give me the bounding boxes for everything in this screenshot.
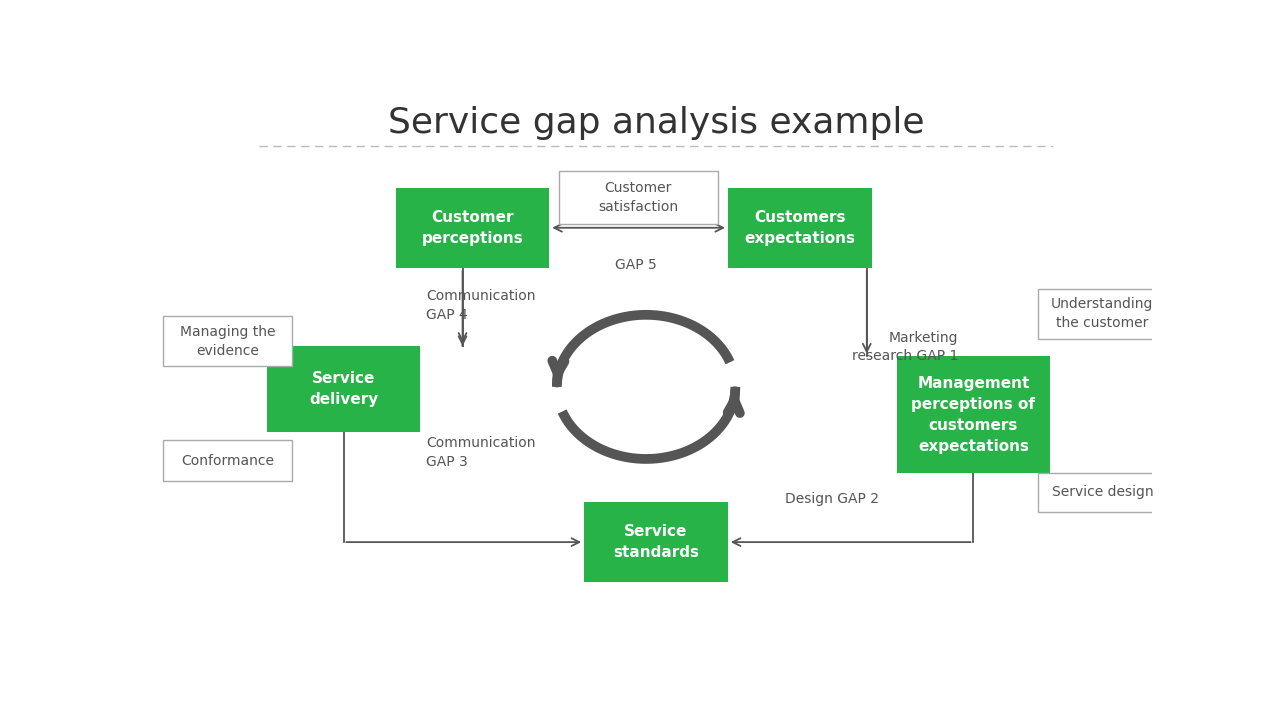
- Text: Customer
satisfaction: Customer satisfaction: [598, 181, 678, 214]
- Text: Customers
expectations: Customers expectations: [745, 210, 855, 246]
- FancyBboxPatch shape: [559, 171, 718, 224]
- Text: Service
standards: Service standards: [613, 524, 699, 560]
- Text: Marketing
research GAP 1: Marketing research GAP 1: [852, 330, 959, 363]
- FancyBboxPatch shape: [728, 188, 872, 268]
- FancyBboxPatch shape: [1038, 473, 1167, 512]
- Text: Management
perceptions of
customers
expectations: Management perceptions of customers expe…: [911, 376, 1036, 454]
- FancyBboxPatch shape: [266, 346, 420, 431]
- FancyBboxPatch shape: [163, 440, 292, 482]
- FancyBboxPatch shape: [1038, 289, 1167, 338]
- Text: Conformance: Conformance: [180, 454, 274, 467]
- Text: Communication
GAP 4: Communication GAP 4: [426, 289, 535, 322]
- Text: Service design: Service design: [1052, 485, 1153, 499]
- Text: Understanding
the customer: Understanding the customer: [1051, 297, 1153, 330]
- Text: Service gap analysis example: Service gap analysis example: [388, 106, 924, 140]
- FancyBboxPatch shape: [896, 356, 1051, 473]
- Text: Design GAP 2: Design GAP 2: [785, 492, 879, 506]
- Text: Service
delivery: Service delivery: [308, 371, 378, 407]
- FancyBboxPatch shape: [163, 317, 292, 366]
- Text: Managing the
evidence: Managing the evidence: [179, 325, 275, 358]
- Text: Customer
perceptions: Customer perceptions: [421, 210, 524, 246]
- FancyBboxPatch shape: [396, 188, 549, 268]
- FancyBboxPatch shape: [584, 502, 728, 582]
- Text: GAP 5: GAP 5: [616, 258, 657, 272]
- Text: Communication
GAP 3: Communication GAP 3: [426, 436, 535, 469]
